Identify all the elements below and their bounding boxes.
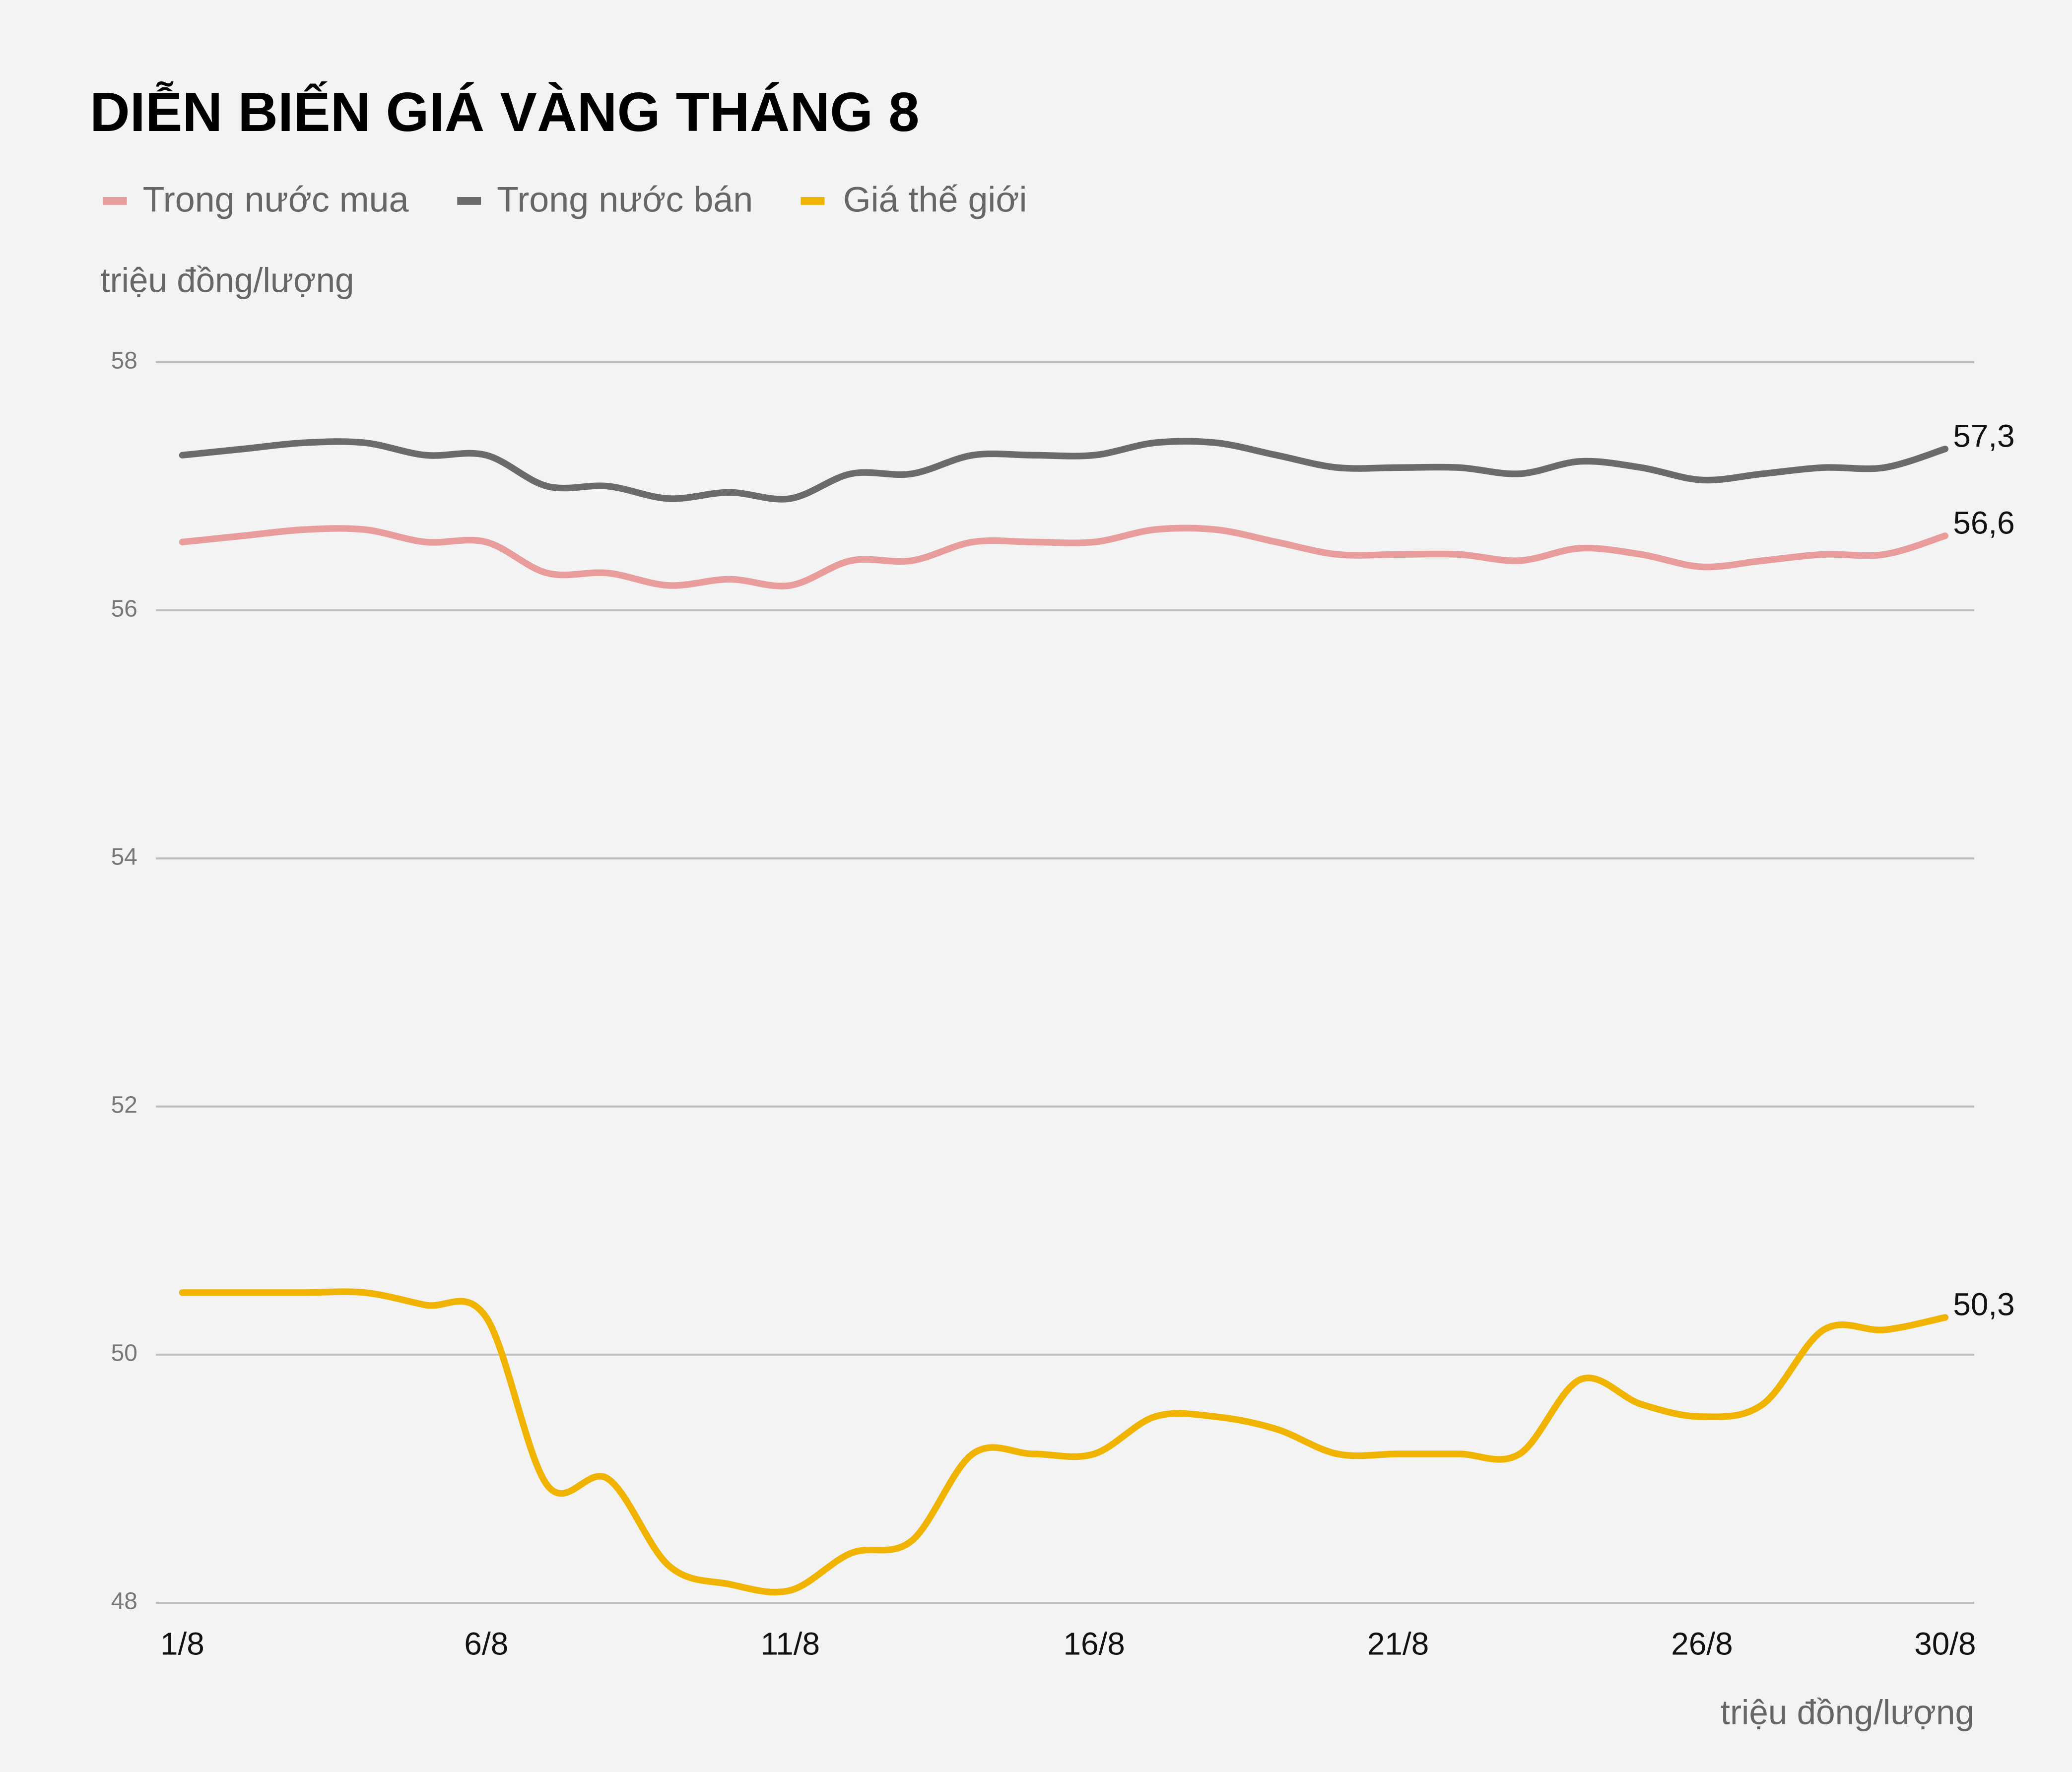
x-axis-label: triệu đồng/lượng [1721, 1693, 1974, 1732]
value-label: 50,3 [1953, 1287, 2014, 1322]
y-tick-label: 48 [111, 1588, 137, 1615]
x-tick-label: 16/8 [1063, 1626, 1125, 1662]
y-tick-label: 58 [111, 347, 137, 374]
chart-title: DIỄN BIẾN GIÁ VÀNG THÁNG 8 [90, 81, 919, 143]
x-tick-label: 6/8 [464, 1626, 508, 1662]
series-line [179, 1288, 1949, 1596]
legend-label: Giá thế giới [843, 180, 1027, 220]
x-tick-label: 26/8 [1671, 1626, 1733, 1662]
value-label: 57,3 [1953, 418, 2014, 454]
y-tick-label: 52 [111, 1092, 137, 1118]
series-line [179, 438, 1949, 503]
legend-label: Trong nước mua [143, 180, 409, 220]
x-tick-label: 11/8 [760, 1626, 820, 1662]
x-tick-label: 21/8 [1367, 1626, 1429, 1662]
legend-label: Trong nước bán [497, 180, 753, 220]
y-tick-label: 50 [111, 1340, 137, 1367]
y-tick-label: 54 [111, 844, 137, 870]
x-tick-label: 30/8 [1914, 1626, 1976, 1662]
x-tick-label: 1/8 [160, 1626, 204, 1662]
y-tick-label: 56 [111, 595, 137, 622]
value-label: 56,6 [1953, 505, 2014, 540]
series-line [179, 525, 1949, 590]
y-axis-label: triệu đồng/lượng [100, 261, 354, 299]
